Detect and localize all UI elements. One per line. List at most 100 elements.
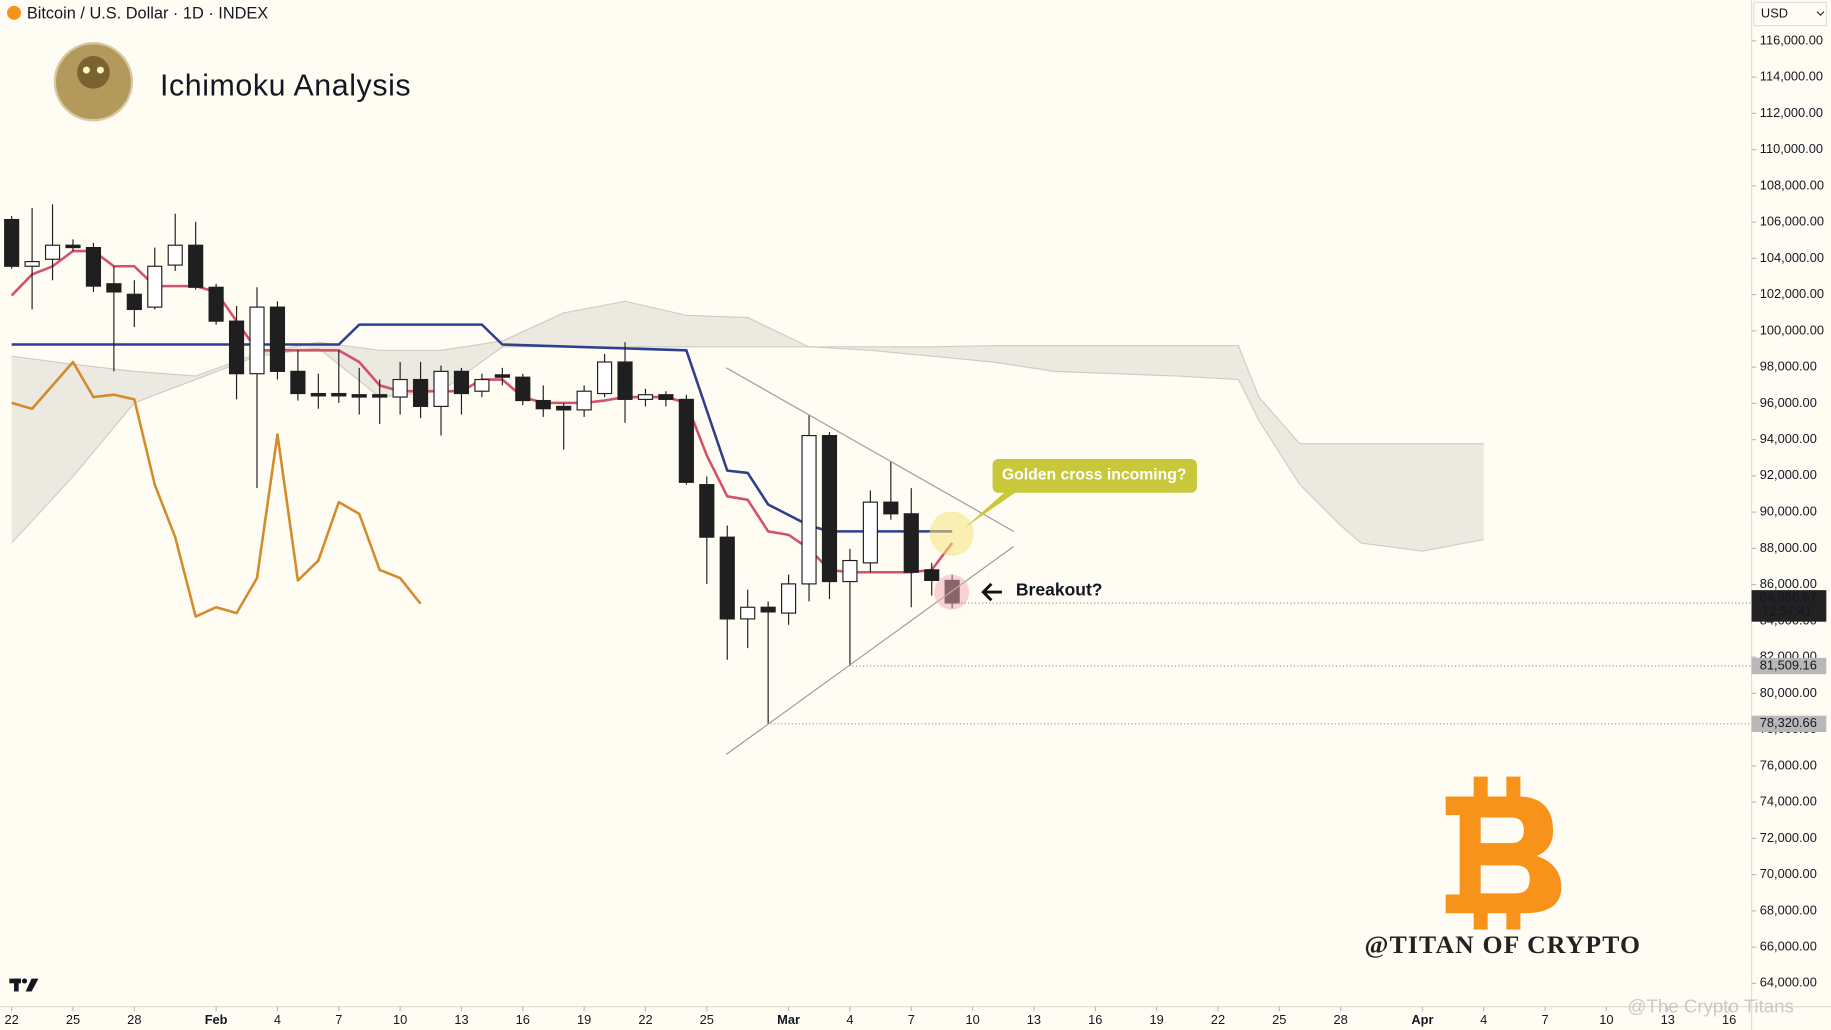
y-tick-label: 88,000.00 xyxy=(1760,540,1817,555)
avatar-eye xyxy=(82,66,90,74)
candle-body xyxy=(228,320,245,375)
x-tick-label: 13 xyxy=(1027,1012,1041,1027)
candle-body xyxy=(760,606,776,613)
x-tick-label: 28 xyxy=(1333,1012,1347,1027)
indicator-line xyxy=(11,360,422,618)
logo-bar xyxy=(1506,776,1521,800)
y-tick-label: 106,000.00 xyxy=(1760,214,1824,229)
logo-bar xyxy=(1473,776,1488,800)
logo-bar xyxy=(1506,908,1521,930)
y-tick-label: 68,000.00 xyxy=(1760,902,1817,917)
candle-body xyxy=(862,501,878,564)
x-tick-label: 4 xyxy=(846,1012,853,1027)
y-tick-label: 94,000.00 xyxy=(1760,431,1817,446)
candle-body xyxy=(372,394,388,398)
y-tick-label: 74,000.00 xyxy=(1760,794,1817,809)
candle-body xyxy=(65,244,81,249)
candle-body xyxy=(474,378,490,392)
x-tick-label: 16 xyxy=(1088,1012,1102,1027)
y-tick-label: 102,000.00 xyxy=(1760,286,1824,301)
candle-body xyxy=(249,306,265,375)
candle-body xyxy=(310,392,326,397)
x-tick-label: 13 xyxy=(1661,1012,1675,1027)
y-tick-label: 108,000.00 xyxy=(1760,177,1824,192)
candle-body xyxy=(331,392,347,397)
x-tick-label: 10 xyxy=(965,1012,979,1027)
x-tick-label: 25 xyxy=(66,1012,80,1027)
candle-body xyxy=(85,246,102,287)
callout-pointer xyxy=(964,490,1019,528)
x-tick-label: 22 xyxy=(1211,1012,1225,1027)
trendline-lower xyxy=(725,546,1014,755)
candle-body xyxy=(535,399,551,410)
annotation-text: Breakout? xyxy=(1016,580,1103,600)
candle-body xyxy=(269,306,286,372)
candle-body xyxy=(576,390,592,411)
price-label-box xyxy=(1751,590,1827,622)
candle-body xyxy=(740,606,756,620)
x-tick-label: 7 xyxy=(335,1012,342,1027)
candle-body xyxy=(658,394,674,400)
x-tick-label: 7 xyxy=(908,1012,915,1027)
x-tick-label: 28 xyxy=(127,1012,141,1027)
candle-body xyxy=(433,370,449,407)
x-tick-label: 25 xyxy=(1272,1012,1286,1027)
candle-body xyxy=(801,434,817,585)
x-tick-label: 4 xyxy=(274,1012,281,1027)
y-tick-label: 112,000.00 xyxy=(1760,105,1823,120)
y-tick-label: 98,000.00 xyxy=(1760,359,1817,374)
tv-logo-part xyxy=(14,978,19,992)
y-tick-label: 110,000.00 xyxy=(1760,141,1823,156)
x-tick-label: 10 xyxy=(1599,1012,1613,1027)
y-tick-label: 114,000.00 xyxy=(1760,69,1823,84)
price-label-box xyxy=(1751,657,1827,675)
currency[interactable]: USD xyxy=(1761,5,1788,20)
tv-logo-part xyxy=(21,978,28,984)
avatar-eye xyxy=(96,66,104,74)
candle-body xyxy=(4,218,20,267)
candle-body xyxy=(596,361,613,395)
cloud xyxy=(11,301,1484,552)
page-title: Ichimoku Analysis xyxy=(160,70,411,103)
candle-body xyxy=(617,361,633,400)
x-tick-label: 10 xyxy=(393,1012,407,1027)
y-tick-label: 104,000.00 xyxy=(1760,250,1824,265)
candle-body xyxy=(515,376,531,402)
candle-body xyxy=(883,501,899,515)
trendline-upper xyxy=(726,367,1014,532)
candle-body xyxy=(126,293,142,311)
currency-box[interactable] xyxy=(1753,1,1827,27)
watermark: @TITAN OF CRYPTO xyxy=(1365,930,1642,959)
source-watermark: @The Crypto Titans xyxy=(1628,996,1794,1017)
candle-body xyxy=(147,265,163,308)
candle-body xyxy=(392,378,408,398)
x-tick-label: Mar xyxy=(777,1012,800,1027)
candle-body xyxy=(351,394,367,398)
y-tick-label: 90,000.00 xyxy=(1760,504,1817,519)
x-tick-label: 19 xyxy=(1149,1012,1163,1027)
y-tick-label: 66,000.00 xyxy=(1760,939,1817,954)
y-tick-label: 100,000.00 xyxy=(1760,322,1824,337)
y-tick-label: 76,000.00 xyxy=(1760,757,1817,772)
currency-caret[interactable] xyxy=(1816,11,1825,17)
x-tick-label: 19 xyxy=(577,1012,591,1027)
breakout-marker xyxy=(934,574,970,610)
x-tick-label: Apr xyxy=(1411,1012,1433,1027)
tv-logo xyxy=(9,978,39,992)
candle-body xyxy=(924,569,940,581)
y-tick-label: 96,000.00 xyxy=(1760,395,1817,410)
x-tick-label: 13 xyxy=(454,1012,468,1027)
candle-body xyxy=(678,398,694,483)
y-tick-label: 80,000.00 xyxy=(1760,685,1817,700)
logo-b xyxy=(1445,796,1562,914)
y-tick-label: 64,000.00 xyxy=(1760,975,1817,990)
price-label-box xyxy=(1751,715,1827,732)
bitcoin-logo xyxy=(1445,776,1562,930)
candle-body xyxy=(699,484,715,538)
candle-body xyxy=(167,244,183,266)
overlay xyxy=(770,602,1752,725)
callout-text: Golden cross incoming? xyxy=(1002,466,1187,483)
x-tick-label: 4 xyxy=(1480,1012,1487,1027)
candle-body xyxy=(24,260,40,267)
candle-body xyxy=(556,405,572,411)
